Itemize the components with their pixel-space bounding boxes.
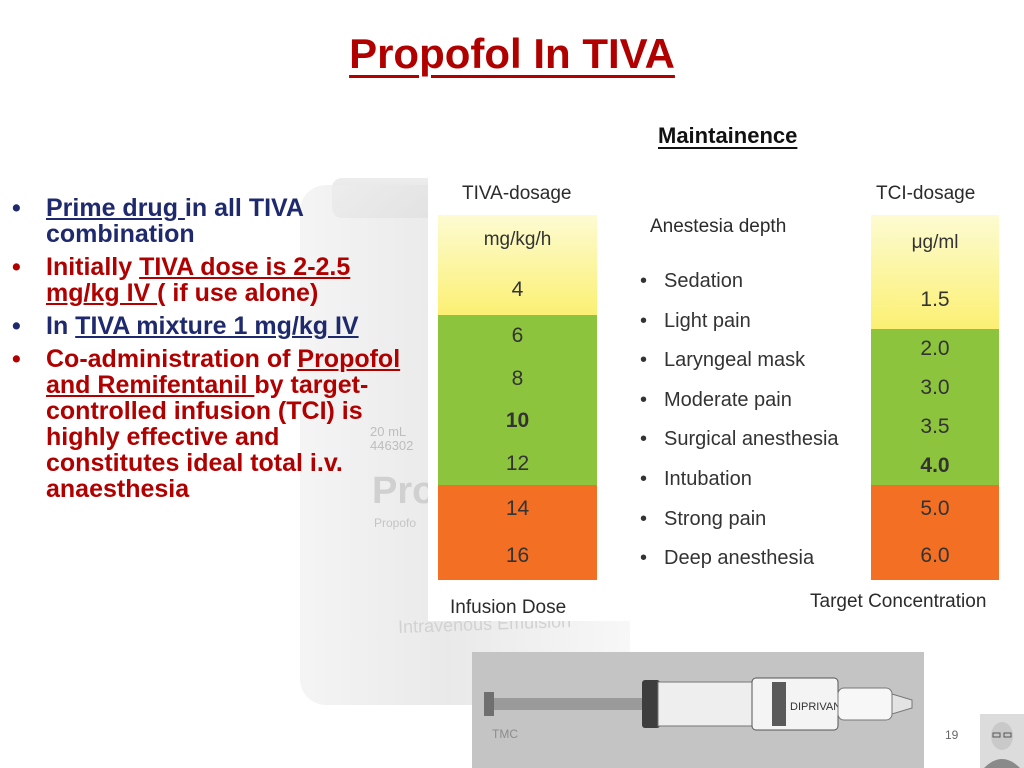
bullet-text: in all TIVA combination [46, 194, 303, 248]
tiva-dose-value: 6 [511, 324, 524, 348]
tiva-sedation-band: mg/kg/h 4 [438, 215, 597, 315]
anesthesia-depth-item: Moderate pain [640, 389, 839, 429]
tiva-deep-band: 14 16 [438, 485, 597, 580]
infusion-dose-label: Infusion Dose [450, 597, 567, 618]
anesthesia-depth-item: Sedation [640, 270, 839, 310]
slide-number: 19 [945, 728, 959, 742]
bullet-underlined-text: TIVA dose is 2-2.5 mg/kg IV [46, 253, 351, 307]
tci-sedation-band: μg/ml 1.5 [871, 215, 999, 329]
vial-drug-text: Propofo [374, 516, 417, 530]
bullet-text: Initially [46, 253, 140, 281]
tiva-dosage-column: mg/kg/h 4 6 8 10 12 14 16 [438, 215, 597, 580]
anesthesia-depth-item: Deep anesthesia [640, 547, 839, 587]
tci-surgical-band: 2.0 3.0 3.5 4.0 [871, 329, 999, 485]
slide-title: Propofol In TIVA [349, 30, 675, 77]
tci-dose-value: 5.0 [920, 496, 950, 520]
syringe-label-text: DIPRIVAN [790, 701, 841, 713]
tmc-label: TMC [492, 727, 518, 741]
tci-deep-band: 5.0 6.0 [871, 485, 999, 580]
bullet-text: In [46, 312, 76, 340]
bullet-dot-icon: • [12, 194, 21, 222]
syringe-photo: DIPRIVAN [472, 652, 924, 768]
bullet-prime-drug: • Prime drug in all TIVA combination [10, 195, 410, 247]
tci-unit-label: μg/ml [911, 232, 959, 253]
maintenance-heading: Maintainence [658, 123, 798, 148]
tci-dose-value: 4.0 [920, 453, 950, 477]
vial-brand-text: Pro [372, 470, 436, 512]
tiva-dose-value: 14 [505, 496, 530, 520]
tci-dose-value: 6.0 [920, 544, 950, 568]
dosage-figure: TIVA-dosage Anestesia depth TCI-dosage m… [428, 178, 1020, 621]
tiva-dose-value: 8 [511, 366, 524, 390]
vial-volume-text: 20 mL 446302 [370, 424, 414, 453]
tiva-surgical-band: 6 8 10 12 [438, 315, 597, 485]
tci-dosage-header: TCI-dosage [876, 183, 976, 204]
presenter-avatar [980, 714, 1024, 768]
tiva-dose-value: 16 [505, 544, 530, 568]
bullet-underlined-text: TIVA mixture 1 mg/kg IV [75, 312, 359, 340]
bullet-text: Co-administration of [46, 345, 298, 373]
tiva-dose-value: 4 [511, 277, 524, 301]
anesthesia-depth-item: Intubation [640, 468, 839, 508]
presenter-photo [980, 714, 1024, 768]
tiva-dose-value: 10 [505, 409, 530, 433]
bullet-text: ( if use alone) [157, 279, 319, 307]
tiva-unit-label: mg/kg/h [483, 228, 552, 250]
tci-dose-value: 3.5 [920, 414, 950, 438]
anesthesia-depth-item: Light pain [640, 310, 839, 350]
target-concentration-label: Target Concentration [810, 591, 987, 612]
bullet-underlined-text: Propofol and Remifentanil [46, 345, 401, 399]
syringe-image: DIPRIVAN [472, 652, 924, 768]
tci-dose-value: 2.0 [920, 336, 950, 360]
anesthesia-depth-item: Strong pain [640, 508, 839, 548]
tci-dose-value: 3.0 [920, 375, 950, 399]
bullet-list: • Prime drug in all TIVA combination • I… [10, 195, 410, 509]
tci-dose-value: 1.5 [920, 288, 950, 311]
anesthesia-depth-item: Laryngeal mask [640, 349, 839, 389]
anesthesia-depth-header: Anestesia depth [650, 216, 787, 237]
tiva-dose-value: 12 [505, 451, 530, 475]
bullet-underlined-text: Prime drug [46, 194, 185, 222]
bullet-dot-icon: • [12, 253, 21, 281]
bullet-text: by target-controlled infusion (TCI) is h… [46, 371, 369, 503]
bullet-coadministration: • Co-administration of Propofol and Remi… [10, 346, 410, 502]
tci-dosage-column: μg/ml 1.5 2.0 3.0 3.5 4.0 5.0 6.0 [871, 215, 999, 580]
bullet-dot-icon: • [12, 312, 21, 340]
anesthesia-depth-item: Surgical anesthesia [640, 428, 839, 468]
tiva-dosage-header: TIVA-dosage [462, 183, 572, 204]
bullet-dot-icon: • [12, 345, 21, 373]
bullet-tiva-mixture: • In TIVA mixture 1 mg/kg IV [10, 313, 410, 339]
bullet-initial-dose: • Initially TIVA dose is 2-2.5 mg/kg IV … [10, 254, 410, 306]
anesthesia-depth-list: SedationLight painLaryngeal maskModerate… [640, 270, 839, 587]
